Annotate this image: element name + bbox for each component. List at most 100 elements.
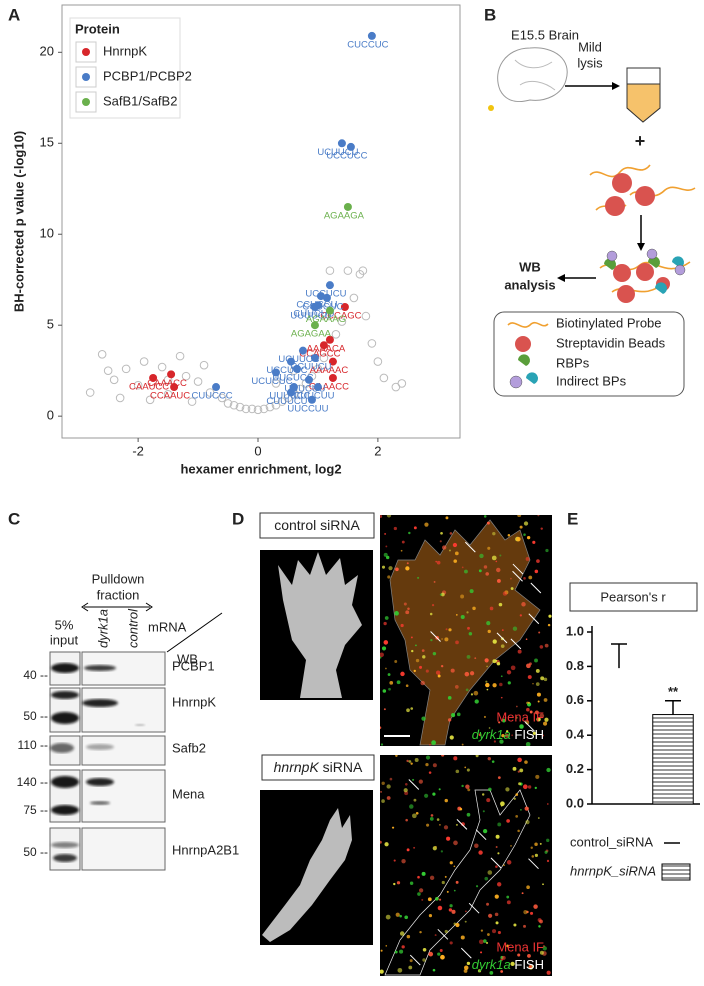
punctum <box>530 846 533 849</box>
arrowhead <box>637 243 645 251</box>
background-point <box>181 371 191 381</box>
punctum <box>449 532 453 535</box>
condition: control siRNA <box>274 517 360 533</box>
punctum <box>506 895 510 899</box>
punctum <box>478 733 482 736</box>
brain-fold <box>514 59 556 91</box>
punctum <box>387 575 391 579</box>
punctum <box>510 845 512 847</box>
punctum <box>394 660 398 663</box>
punctum <box>492 531 496 536</box>
cell <box>262 808 352 942</box>
punctum <box>418 779 423 784</box>
punctum <box>535 668 540 673</box>
punctum <box>531 855 535 858</box>
punctum <box>449 941 453 945</box>
lysis-label: Mild <box>578 39 602 54</box>
punctum <box>523 924 526 928</box>
panel-label: D <box>232 509 244 528</box>
punctum <box>489 606 494 611</box>
punctum <box>394 950 398 954</box>
punctum <box>395 567 399 572</box>
punctum <box>435 560 438 563</box>
pointer <box>528 858 539 870</box>
punctum <box>444 929 448 934</box>
background-point <box>103 366 113 375</box>
protein-label: PCBP1 <box>172 658 215 673</box>
background-point <box>319 353 329 363</box>
point-label: CCCAGC <box>320 311 361 322</box>
punctum <box>429 875 435 881</box>
legend-title: Protein <box>75 21 120 36</box>
punctum <box>380 949 383 952</box>
punctum <box>419 665 423 669</box>
punctum <box>386 784 391 789</box>
background-point <box>145 395 155 405</box>
band <box>51 712 79 724</box>
punctum <box>499 739 504 744</box>
punctum <box>515 705 518 708</box>
punctum <box>453 865 456 868</box>
punctum <box>483 565 488 569</box>
punctum <box>400 671 405 677</box>
point-label: AGAAAG <box>306 314 346 325</box>
point-label: UCUUCU <box>317 147 358 158</box>
marker-label: 140 -- <box>17 775 48 789</box>
punctum <box>495 865 498 868</box>
legend-label: control_siRNA <box>570 834 653 849</box>
punctum <box>448 628 452 632</box>
punctum <box>515 793 519 796</box>
punctum <box>484 658 489 663</box>
punctum <box>536 692 541 697</box>
micrograph <box>380 755 552 976</box>
background-point <box>397 379 407 388</box>
punctum <box>464 671 470 677</box>
punctum <box>461 743 464 746</box>
bead <box>617 285 635 303</box>
punctum <box>525 638 528 641</box>
punctum <box>481 793 485 796</box>
y-tick-label: 0.4 <box>566 727 585 742</box>
punctum <box>422 958 426 962</box>
point <box>307 395 316 404</box>
punctum <box>501 733 505 738</box>
punctum <box>405 818 408 822</box>
fish-label: dyrk1a FISH <box>472 727 544 742</box>
punctum <box>518 782 522 786</box>
point-label: CUUCCC <box>191 391 232 402</box>
punctum <box>408 965 413 970</box>
arrowhead <box>557 274 565 282</box>
punctum <box>505 730 509 733</box>
x-tick-label: 0 <box>254 443 261 458</box>
punctum <box>444 798 448 803</box>
punctum <box>404 915 409 920</box>
point <box>286 357 295 366</box>
punctum <box>460 935 465 940</box>
punctum <box>417 875 420 879</box>
y-tick-label: 0 <box>47 408 54 423</box>
punctum <box>428 914 433 918</box>
punctum <box>409 881 414 885</box>
punctum <box>447 718 452 722</box>
punctum <box>385 914 391 920</box>
lane-label: input <box>50 632 79 647</box>
blot: Pulldown fraction 5% input dyrk1a contro… <box>17 571 239 871</box>
punctum <box>487 546 491 550</box>
pointer <box>456 819 468 830</box>
punctum <box>429 817 434 821</box>
punctum <box>393 526 397 531</box>
protein-label: Mena <box>172 786 205 801</box>
punctum <box>511 734 514 737</box>
punctum <box>496 661 501 666</box>
pointer <box>512 570 523 582</box>
punctum <box>497 852 500 855</box>
punctum <box>479 553 484 559</box>
punctum <box>438 898 442 901</box>
punctum <box>453 889 456 892</box>
punctum <box>421 871 426 876</box>
punctum <box>527 675 532 680</box>
punctum <box>437 905 443 911</box>
punctum <box>412 778 415 781</box>
punctum <box>486 688 489 691</box>
